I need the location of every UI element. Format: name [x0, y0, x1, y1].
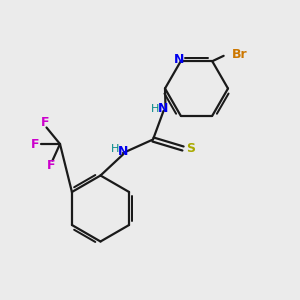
Text: H: H — [110, 144, 119, 154]
Text: N: N — [118, 145, 128, 158]
Text: S: S — [186, 142, 195, 155]
Text: N: N — [173, 53, 184, 66]
Text: F: F — [47, 159, 55, 172]
Text: F: F — [41, 116, 49, 129]
Text: H: H — [151, 103, 159, 114]
Text: F: F — [31, 137, 39, 151]
Text: Br: Br — [232, 48, 248, 61]
Text: N: N — [158, 102, 169, 115]
